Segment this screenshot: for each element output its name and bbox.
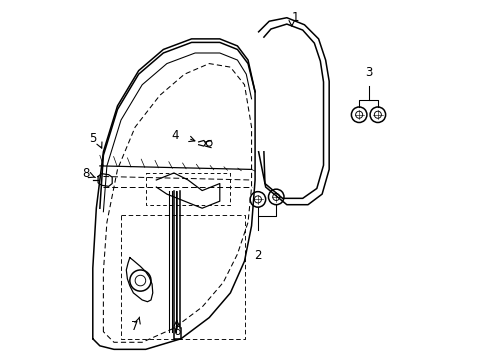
Text: 1: 1 xyxy=(291,10,298,23)
Text: 7: 7 xyxy=(131,320,139,333)
Text: 4: 4 xyxy=(171,129,179,143)
Text: 2: 2 xyxy=(254,249,261,262)
Text: 6: 6 xyxy=(173,325,180,338)
Text: 5: 5 xyxy=(89,132,96,145)
Text: 3: 3 xyxy=(364,66,371,79)
Text: 8: 8 xyxy=(81,167,89,180)
